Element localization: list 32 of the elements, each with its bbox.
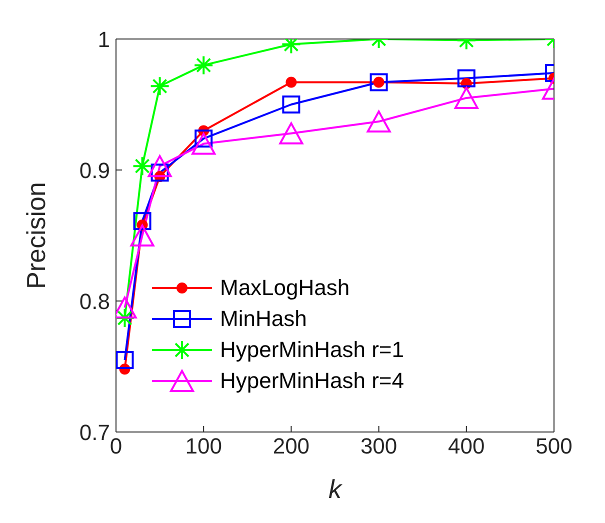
point [116,308,135,328]
x-tick-label: 0 [110,434,122,459]
point [133,212,152,230]
point [194,55,214,76]
x-tick-label: 400 [448,434,485,459]
y-tick-label: 0.8 [79,288,110,314]
point [279,122,304,144]
legend-label: HyperMinHash r=4 [220,368,404,394]
legend-label: MaxLogHash [220,274,350,300]
point [370,73,388,92]
legend-label: MinHash [220,306,307,332]
y-tick-label: 0.7 [79,420,110,445]
point [130,224,154,246]
x-tick-label: 100 [185,434,222,459]
x-tick-label: 300 [360,434,398,459]
point [366,110,391,133]
point [454,86,478,109]
point [150,76,170,96]
point [132,156,152,176]
y-tick-label: 1 [98,26,110,52]
y-tick-label: 0.9 [79,158,110,183]
point [148,155,172,178]
x-tick-label: 500 [536,434,572,459]
point [282,96,300,114]
y-axis-title: Precision [21,182,52,289]
point [116,350,134,369]
x-axis-title: k [328,474,344,504]
point [192,132,216,155]
legend-label: HyperMinHash r=1 [220,336,404,362]
x-tick-label: 200 [272,434,310,459]
point [457,69,476,88]
point [286,76,297,88]
